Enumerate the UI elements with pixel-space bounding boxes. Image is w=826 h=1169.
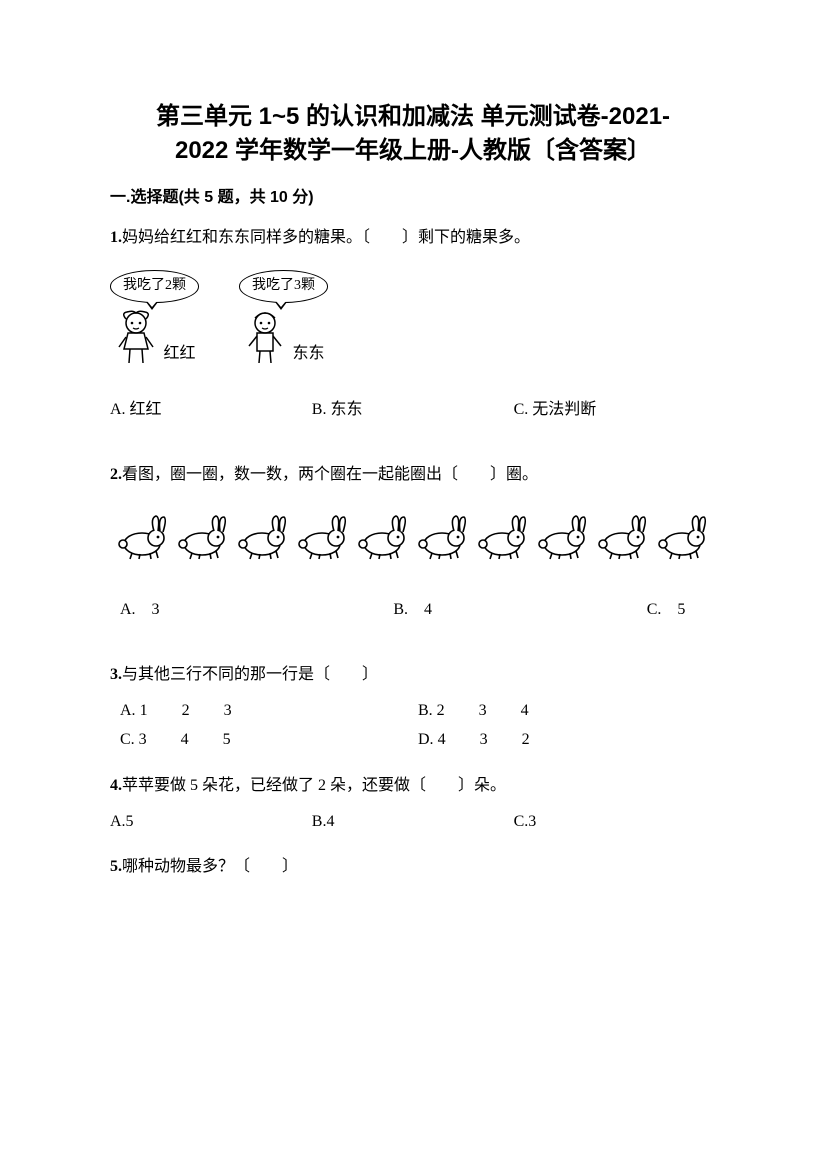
- q2-opt-a: A. 3: [110, 597, 312, 623]
- kid-dongdong: 我吃了3颗 东东: [239, 270, 328, 366]
- q4-opt-b: B.4: [312, 809, 514, 835]
- rabbit-item: [530, 512, 588, 569]
- q4-opt-c: C.3: [514, 809, 716, 835]
- q4-text: 4.苹苹要做 5 朵花，已经做了 2 朵，还要做〔 〕朵。: [110, 773, 716, 799]
- q3-opt-b: B. 234: [418, 698, 716, 724]
- q3-text: 3.与其他三行不同的那一行是〔 〕: [110, 662, 716, 688]
- q4-body: 苹苹要做 5 朵花，已经做了 2 朵，还要做〔 〕朵。: [122, 777, 506, 794]
- q3-b-1: 2: [437, 698, 479, 724]
- q3-d-2: 3: [480, 727, 522, 753]
- question-5: 5.哪种动物最多？〔 〕: [110, 854, 716, 880]
- q1-num: 1.: [110, 229, 122, 246]
- q3-options: A. 123 B. 234 C. 345 D. 432: [120, 698, 716, 753]
- page-title: 第三单元 1~5 的认识和加减法 单元测试卷-2021- 2022 学年数学一年…: [110, 100, 716, 167]
- q3-c-2: 4: [181, 727, 223, 753]
- q3-b-3: 4: [521, 698, 563, 724]
- q4-num: 4.: [110, 777, 122, 794]
- q2-text: 2.看图，圈一圈，数一数，两个圈在一起能圈出〔 〕圈。: [110, 462, 716, 488]
- question-2: 2.看图，圈一圈，数一数，两个圈在一起能圈出〔 〕圈。: [110, 462, 716, 622]
- q3-num: 3.: [110, 666, 122, 683]
- rabbit-icon: [410, 512, 468, 560]
- girl-icon: [113, 309, 159, 367]
- q3-opt-a: A. 123: [120, 698, 418, 724]
- q4-options: A.5 B.4 C.3: [110, 809, 716, 835]
- bubble-honghong: 我吃了2颗: [110, 270, 199, 302]
- label-dongdong: 东东: [292, 341, 324, 367]
- q5-body: 哪种动物最多？〔 〕: [122, 858, 298, 875]
- rabbit-icon: [530, 512, 588, 560]
- rabbit-icon: [650, 512, 708, 560]
- q2-num: 2.: [110, 466, 122, 483]
- q3-body: 与其他三行不同的那一行是〔 〕: [122, 666, 378, 683]
- kid-honghong: 我吃了2颗 红红: [110, 270, 199, 366]
- q3-d-3: 2: [522, 727, 564, 753]
- q1-text: 1.妈妈给红红和东东同样多的糖果。〔 〕剩下的糖果多。: [110, 225, 716, 251]
- question-3: 3.与其他三行不同的那一行是〔 〕 A. 123 B. 234 C. 345 D…: [110, 662, 716, 753]
- q2-opt-c: C. 5: [514, 597, 716, 623]
- rabbit-item: [410, 512, 468, 569]
- q5-text: 5.哪种动物最多？〔 〕: [110, 854, 716, 880]
- rabbit-item: [470, 512, 528, 569]
- question-4: 4.苹苹要做 5 朵花，已经做了 2 朵，还要做〔 〕朵。 A.5 B.4 C.…: [110, 773, 716, 834]
- q3-opt-d-label: D.: [418, 731, 434, 748]
- rabbit-icon: [350, 512, 408, 560]
- title-line-1: 第三单元 1~5 的认识和加减法 单元测试卷-2021-: [110, 100, 716, 134]
- rabbit-item: [590, 512, 648, 569]
- rabbit-item: [290, 512, 348, 569]
- q2-rabbits: [110, 512, 716, 569]
- q3-opt-a-label: A.: [120, 702, 136, 719]
- q2-body: 看图，圈一圈，数一数，两个圈在一起能圈出〔 〕圈。: [122, 466, 538, 483]
- q3-c-3: 5: [223, 727, 265, 753]
- q3-c-1: 3: [139, 727, 181, 753]
- q3-a-3: 3: [224, 698, 266, 724]
- q1-opt-b: B. 东东: [312, 397, 514, 423]
- q1-illustration: 我吃了2颗 红红 我吃了3颗: [110, 270, 716, 366]
- q3-d-1: 4: [438, 727, 480, 753]
- rabbit-icon: [290, 512, 348, 560]
- label-honghong: 红红: [163, 341, 195, 367]
- q2-options: A. 3 B. 4 C. 5: [110, 597, 716, 623]
- q3-a-2: 2: [182, 698, 224, 724]
- q3-opt-c: C. 345: [120, 727, 418, 753]
- rabbit-icon: [230, 512, 288, 560]
- q3-opt-d: D. 432: [418, 727, 716, 753]
- rabbit-icon: [590, 512, 648, 560]
- q1-opt-a: A. 红红: [110, 397, 312, 423]
- rabbit-icon: [470, 512, 528, 560]
- section-1-header: 一.选择题(共 5 题，共 10 分): [110, 185, 716, 211]
- rabbit-item: [650, 512, 708, 569]
- title-line-2: 2022 学年数学一年级上册-人教版〔含答案〕: [110, 134, 716, 168]
- rabbit-item: [230, 512, 288, 569]
- rabbit-icon: [110, 512, 168, 560]
- boy-icon: [242, 309, 288, 367]
- rabbit-item: [170, 512, 228, 569]
- q1-opt-c: C. 无法判断: [514, 397, 716, 423]
- q3-b-2: 3: [479, 698, 521, 724]
- bubble-dongdong: 我吃了3颗: [239, 270, 328, 302]
- rabbit-item: [110, 512, 168, 569]
- question-1: 1.妈妈给红红和东东同样多的糖果。〔 〕剩下的糖果多。 我吃了2颗 红红: [110, 225, 716, 423]
- q1-options: A. 红红 B. 东东 C. 无法判断: [110, 397, 716, 423]
- rabbit-item: [350, 512, 408, 569]
- q3-opt-b-label: B.: [418, 702, 433, 719]
- q5-num: 5.: [110, 858, 122, 875]
- q2-opt-b: B. 4: [312, 597, 514, 623]
- q3-opt-c-label: C.: [120, 731, 135, 748]
- q4-opt-a: A.5: [110, 809, 312, 835]
- q3-a-1: 1: [140, 698, 182, 724]
- q1-body: 妈妈给红红和东东同样多的糖果。〔 〕剩下的糖果多。: [122, 229, 530, 246]
- rabbit-icon: [170, 512, 228, 560]
